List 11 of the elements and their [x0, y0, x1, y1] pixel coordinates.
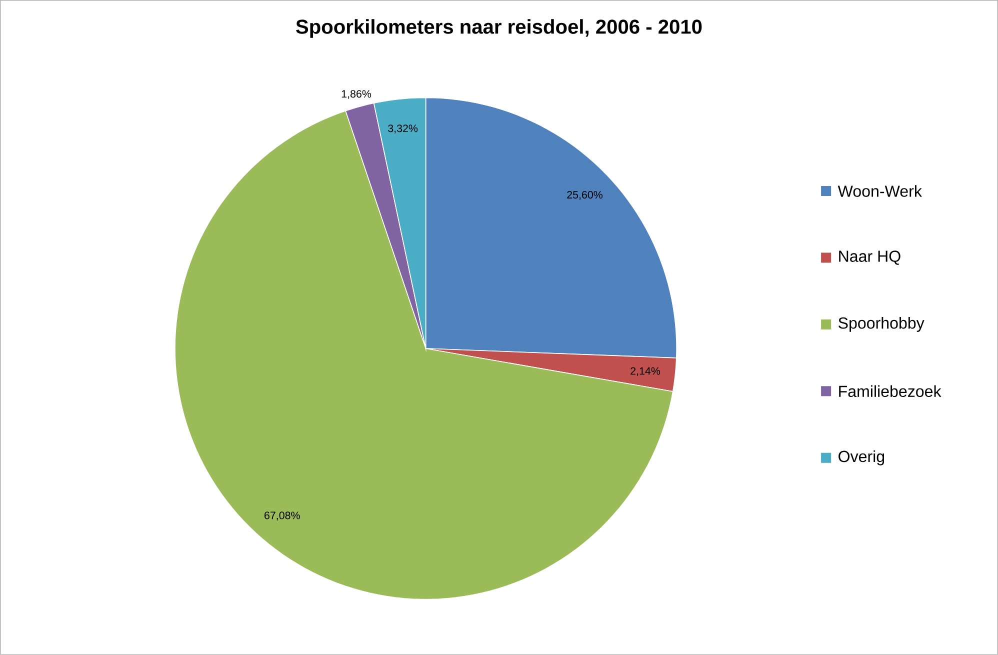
data-label: 67,08% [264, 512, 300, 521]
legend-label: Overig [838, 450, 884, 466]
data-label: 2,14% [630, 367, 660, 376]
data-label: 1,86% [342, 90, 372, 99]
chart-title: Spoorkilometers naar reisdoel, 2006 - 2010 [296, 19, 702, 38]
legend-label: Naar HQ [839, 250, 900, 265]
data-label: 25,60% [567, 191, 603, 200]
legend-label: Familiebezoek [839, 385, 942, 398]
data-label: 3,32% [388, 124, 418, 134]
legend-label: Spoorhobby [838, 317, 924, 332]
legend-label: Woon-Werk [838, 185, 922, 197]
